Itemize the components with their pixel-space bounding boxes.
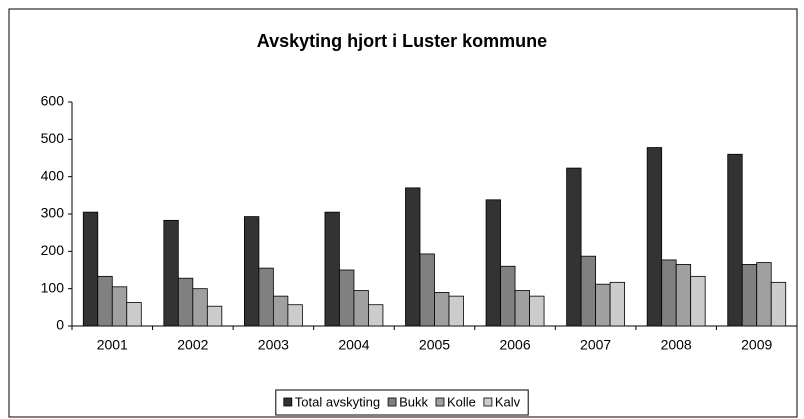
bar [405,187,421,327]
y-tick-label: 100 [41,279,65,295]
bar [82,211,99,327]
bar [177,277,194,327]
legend-label: Kalv [495,394,521,409]
bar [485,199,501,327]
bar [192,288,208,327]
bar [368,304,384,327]
bar [324,211,340,327]
legend-label: Total avskyting [295,394,380,409]
legend-swatch [283,397,293,407]
y-tick-label: 400 [41,167,65,183]
y-tick-label: 0 [56,317,64,333]
y-tick-label: 200 [41,242,65,258]
legend-swatch [483,397,493,407]
bar [500,265,516,327]
x-tick-label: 2004 [338,337,369,353]
bar [741,263,758,327]
bar [609,281,626,327]
chart-title: Avskyting hjort i Luster kommune [257,31,547,51]
bar [434,291,450,327]
bar [126,302,142,327]
bar [690,275,706,327]
legend-swatch [435,397,445,407]
y-tick-label: 300 [41,205,65,221]
bar [529,295,545,327]
bar [258,267,274,327]
x-tick-label: 2001 [97,337,128,353]
bar [514,290,530,327]
bar [97,275,113,327]
x-tick-label: 2009 [741,337,772,353]
x-tick-label: 2006 [499,337,530,353]
bar [646,147,663,327]
bar [756,262,772,327]
bar [727,153,743,327]
x-tick-label: 2007 [580,337,611,353]
bar [243,216,260,327]
y-tick-label: 600 [41,93,65,109]
bar [111,286,128,327]
bar [287,304,303,327]
bar [770,281,787,327]
bar [339,269,355,327]
bar [419,253,435,327]
legend-label: Bukk [399,394,428,409]
x-tick-label: 2003 [258,337,289,353]
bar [163,219,179,327]
legend-label: Kolle [447,394,476,409]
bar [206,305,223,327]
bar [353,290,369,327]
chart-border [8,8,798,418]
x-tick-label: 2002 [177,337,208,353]
bar [272,295,289,327]
bar [448,295,464,327]
bar [661,259,677,327]
legend-swatch [387,397,397,407]
x-tick-label: 2005 [419,337,450,353]
bar [595,283,611,327]
bar [566,167,582,327]
bar [580,255,597,327]
y-tick-label: 500 [41,130,65,146]
bar [675,263,692,327]
x-tick-label: 2008 [661,337,692,353]
